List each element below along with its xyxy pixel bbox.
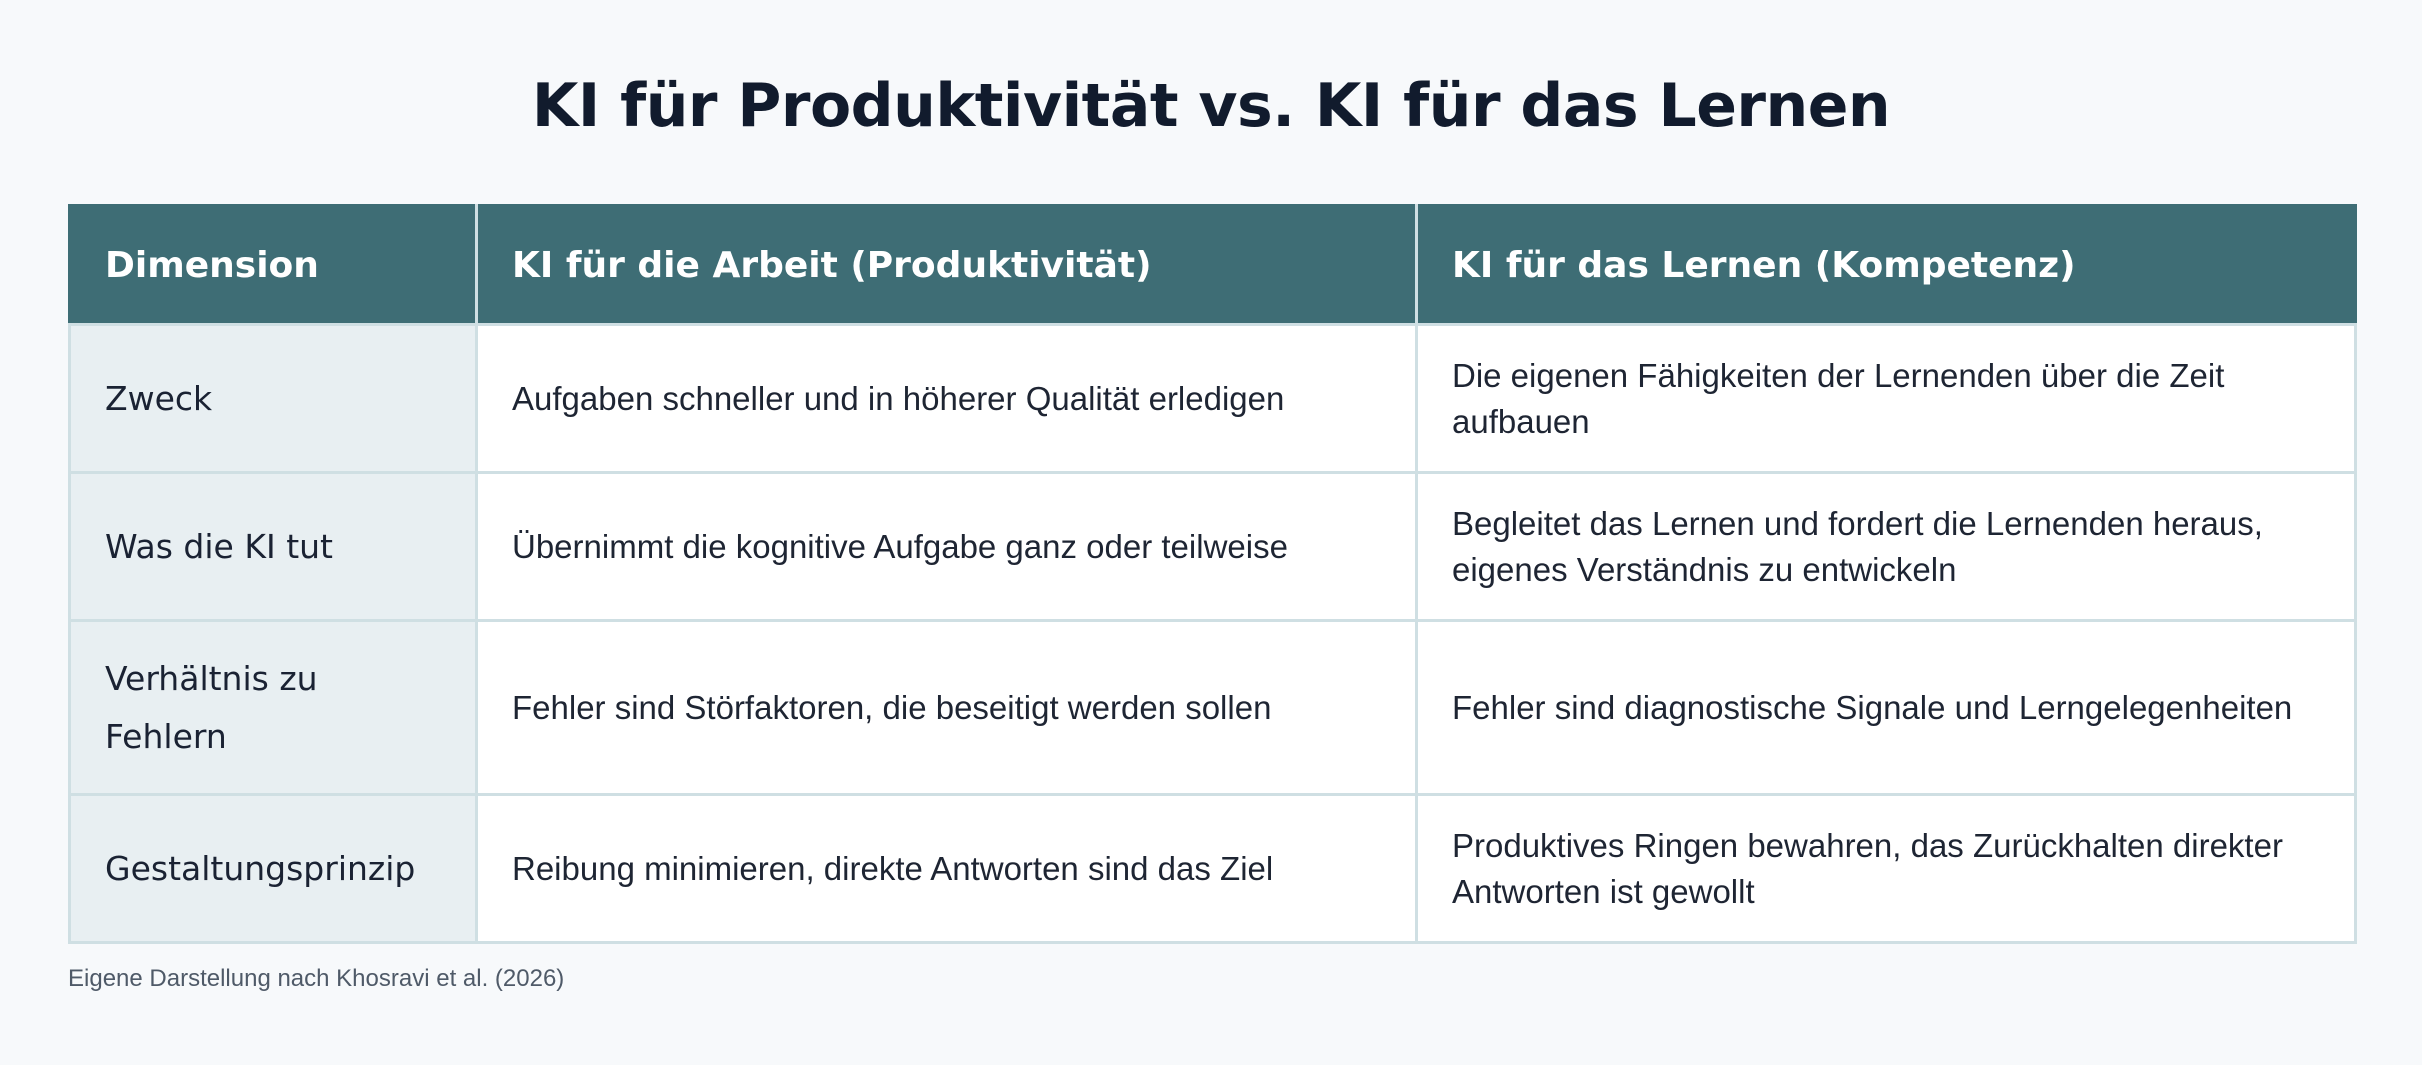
- header-dimension: Dimension: [68, 204, 478, 326]
- row-learning-cell: Begleitet das Lernen und fordert die Ler…: [1415, 471, 2357, 622]
- row-learning-cell: Die eigenen Fähigkeiten der Lernenden üb…: [1415, 323, 2357, 474]
- header-ai-for-learning: KI für das Lernen (Kompetenz): [1415, 204, 2357, 326]
- row-learning-cell: Produktives Ringen bewahren, das Zurückh…: [1415, 793, 2357, 944]
- row-dimension: Verhältnis zu Fehlern: [68, 619, 478, 796]
- table-header-row: Dimension KI für die Arbeit (Produktivit…: [68, 204, 2357, 326]
- comparison-table: Dimension KI für die Arbeit (Produktivit…: [68, 204, 2357, 944]
- row-learning-cell: Fehler sind diagnostische Signale und Le…: [1415, 619, 2357, 796]
- row-dimension: Was die KI tut: [68, 471, 478, 622]
- page-title: KI für Produktivität vs. KI für das Lern…: [531, 71, 1891, 141]
- row-dimension: Gestaltungsprinzip: [68, 793, 478, 944]
- row-work-cell: Reibung minimieren, direkte Antworten si…: [475, 793, 1418, 944]
- row-work-cell: Fehler sind Störfaktoren, die beseitigt …: [475, 619, 1418, 796]
- table-row: Was die KI tut Übernimmt die kognitive A…: [68, 471, 2357, 622]
- source-note: Eigene Darstellung nach Khosravi et al. …: [68, 965, 565, 992]
- table-row: Gestaltungsprinzip Reibung minimieren, d…: [68, 793, 2357, 944]
- row-work-cell: Aufgaben schneller und in höherer Qualit…: [475, 323, 1418, 474]
- row-dimension: Zweck: [68, 323, 478, 474]
- header-ai-for-work: KI für die Arbeit (Produktivität): [475, 204, 1418, 326]
- row-work-cell: Übernimmt die kognitive Aufgabe ganz ode…: [475, 471, 1418, 622]
- table-row: Zweck Aufgaben schneller und in höherer …: [68, 323, 2357, 474]
- table-row: Verhältnis zu Fehlern Fehler sind Störfa…: [68, 619, 2357, 796]
